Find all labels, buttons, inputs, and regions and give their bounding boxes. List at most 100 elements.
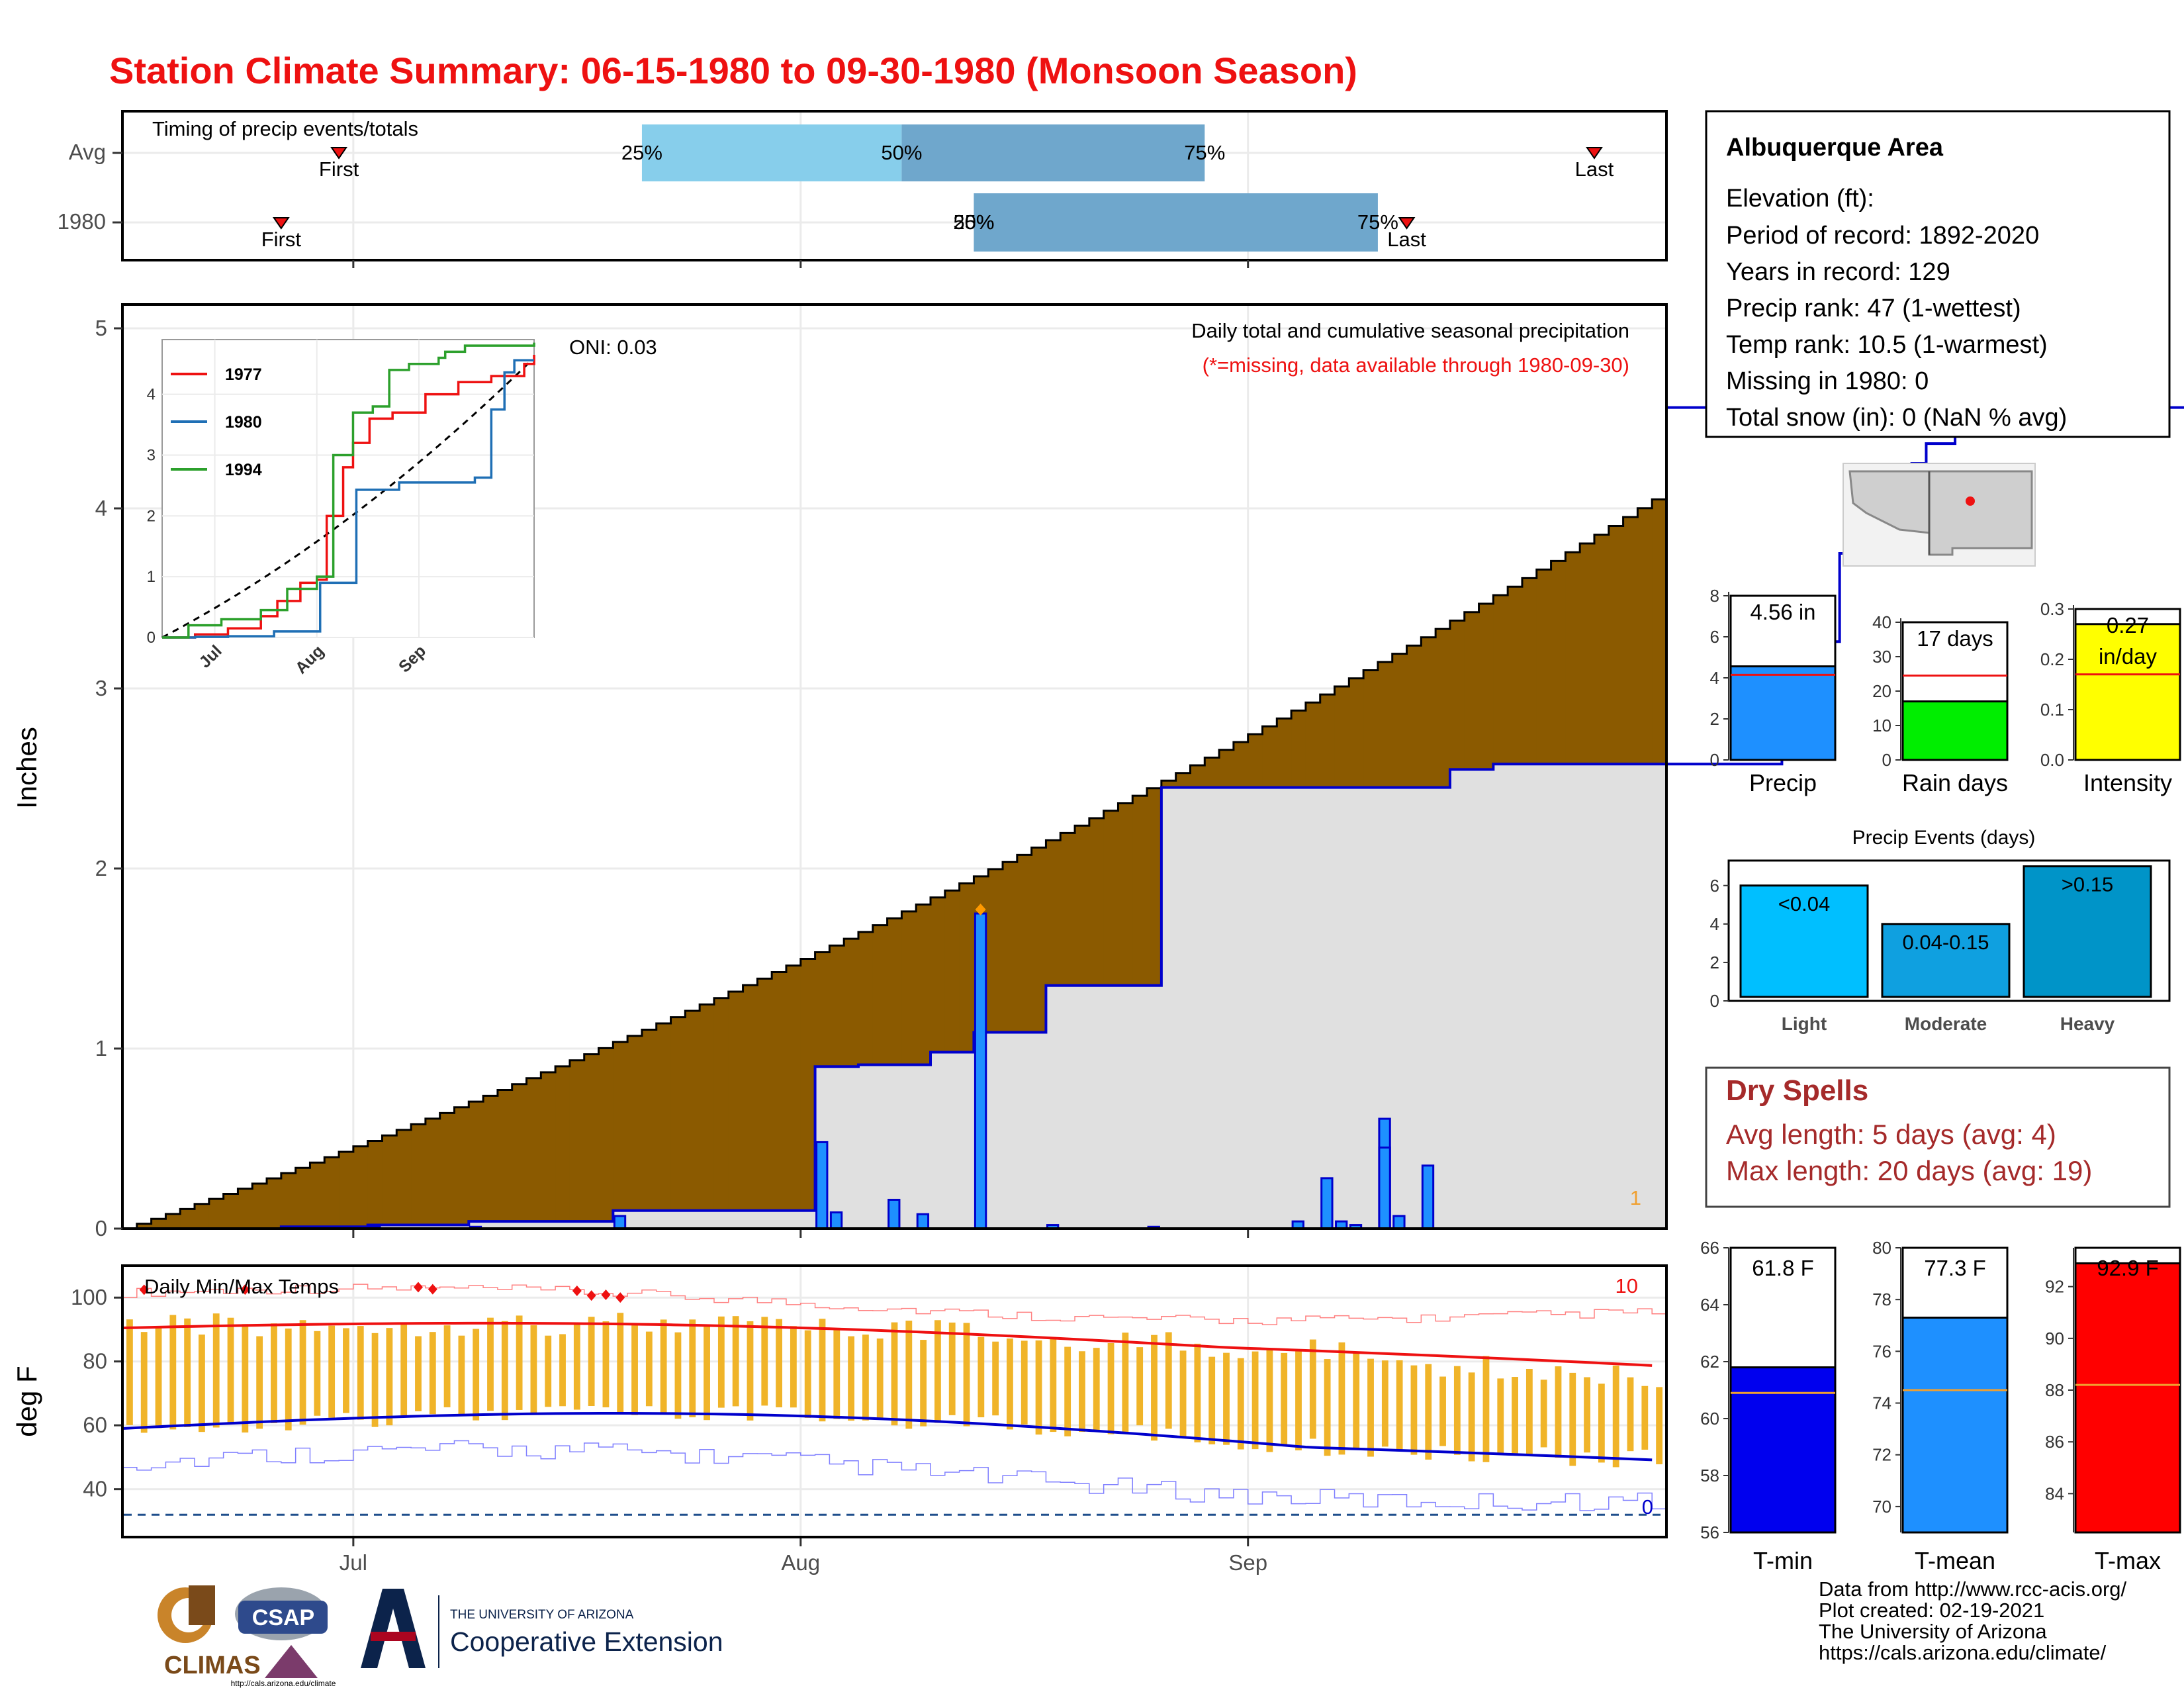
footer-line-2: Plot created: 02-19-2021 — [1819, 1599, 2045, 1622]
deficit-area-step — [1147, 788, 1162, 986]
temp-y-tick-label: 60 — [83, 1413, 107, 1437]
deficit-area-step — [497, 1090, 513, 1222]
daily-temp-bar — [1584, 1377, 1590, 1453]
daily-temp-bar — [1007, 1338, 1013, 1430]
deficit-area-step — [700, 1004, 715, 1211]
dry-spells-box: Dry Spells Avg length: 5 days (avg: 4) M… — [1705, 1066, 2171, 1208]
inset-legend-label: 1994 — [225, 461, 262, 479]
mini-temp-axis-tick-label: 72 — [1872, 1445, 1891, 1465]
daily-temp-bar — [1266, 1349, 1273, 1452]
deficit-area-step — [1219, 749, 1234, 788]
deficit-area-step — [281, 1173, 296, 1227]
daily-temp-bar — [1396, 1360, 1403, 1452]
deficit-area-step — [713, 998, 729, 1211]
deficit-area-step — [743, 985, 758, 1211]
daily-temp-bar — [443, 1325, 451, 1407]
daily-temp-bar — [371, 1333, 379, 1427]
deficit-area-step — [844, 939, 859, 1067]
daily-temp-bar — [689, 1319, 696, 1418]
deficit-area-step — [569, 1060, 585, 1222]
mini-axis-tick-label: 0 — [1710, 750, 1719, 770]
footer-line-1: Data from http://www.rcc-acis.org/ — [1819, 1577, 2127, 1601]
events-bar-tag: >0.15 — [2062, 873, 2113, 896]
deficit-area-step — [1132, 796, 1148, 986]
timing-caption: Timing of precip events/totals — [152, 117, 418, 140]
daily-temp-bar — [184, 1318, 191, 1428]
mini-axis-tick-label: 0.1 — [2040, 700, 2064, 720]
deficit-area-step — [1637, 508, 1653, 765]
daily-temp-bar — [1482, 1356, 1490, 1462]
deficit-area-step — [208, 1199, 224, 1229]
daily-temp-bar — [1439, 1376, 1446, 1446]
temp-caption: Daily Min/Max Temps — [144, 1275, 339, 1298]
daily-temp-bar — [1309, 1339, 1316, 1439]
daily-temp-bar — [1598, 1383, 1605, 1463]
deficit-area-step — [772, 972, 787, 1211]
deficit-area-step — [1464, 612, 1480, 770]
daily-temp-bar — [1512, 1377, 1518, 1456]
average-cumulative-line — [122, 490, 1668, 1230]
dry-spells-frame — [1705, 1066, 2171, 1208]
deficit-area-step — [641, 1029, 657, 1211]
deficit-area-step — [627, 1035, 643, 1211]
station-precip-rank: Precip rank: 47 (1-wettest) — [1726, 295, 2021, 322]
station-name: Albuquerque Area — [1726, 134, 1944, 162]
avg-first-label: First — [319, 158, 359, 181]
deficit-area-step — [757, 978, 772, 1211]
precip-missing-note: (*=missing, data available through 1980-… — [1203, 353, 1629, 377]
daily-temp-bar — [400, 1323, 408, 1418]
inset-y-tick-label: 3 — [147, 446, 156, 464]
daily-temp-bar — [1151, 1335, 1158, 1441]
deficit-area-step — [1652, 499, 1667, 765]
station-location-dot — [1966, 496, 1975, 506]
deficit-area-step — [1435, 629, 1451, 788]
inset-frame — [161, 339, 535, 638]
deficit-area-step — [584, 1054, 600, 1222]
mini-bar-label: Rain days — [1902, 769, 2008, 796]
daily-temp-bar — [645, 1331, 653, 1407]
daily-temp-bar — [704, 1325, 710, 1421]
timing-row-avg: Avg — [69, 140, 106, 164]
mini-bar-value: 4.56 in — [1750, 600, 1815, 624]
temp-y-label: deg F — [11, 1366, 42, 1436]
mini-temp-axis-tick-label: 62 — [1700, 1352, 1719, 1372]
events-bar-tag: <0.04 — [1778, 892, 1830, 915]
record-max-line — [122, 1284, 1666, 1325]
temp-x-tick-label: Jul — [340, 1550, 367, 1575]
below-normal-area — [122, 764, 1666, 1229]
daily-precip-bar — [613, 1215, 627, 1230]
deficit-area-step — [1305, 702, 1321, 788]
daily-temp-bar — [501, 1321, 508, 1421]
mini-temp-label: T-min — [1753, 1547, 1813, 1574]
deficit-area-step — [1291, 710, 1306, 788]
daily-temp-bar — [761, 1317, 768, 1406]
precip-y-tick-label: 0 — [95, 1216, 107, 1241]
deficit-area-step — [1493, 595, 1508, 765]
daily-temp-bar — [1050, 1337, 1057, 1432]
deficit-area-step — [267, 1178, 282, 1229]
ua-small-text: THE UNIVERSITY OF ARIZONA — [450, 1608, 634, 1622]
deficit-area-step — [1205, 757, 1220, 788]
deficit-area-step — [382, 1135, 397, 1225]
mini-bar-value: 17 days — [1917, 626, 1993, 651]
daily-temp-bar — [343, 1328, 349, 1413]
events-bar-light — [1739, 884, 1869, 998]
oni-value: ONI: 0.03 — [569, 336, 657, 359]
mini-axis-tick-label: 2 — [1710, 709, 1719, 729]
mini-bar-label: Precip — [1749, 769, 1817, 796]
deficit-area-step — [1565, 552, 1580, 765]
daily-precip-bar — [916, 1213, 930, 1230]
1980-last-marker — [1398, 217, 1416, 230]
1980-p50-label: 50% — [953, 211, 994, 234]
mini-axis-tick-label: 6 — [1710, 627, 1719, 647]
daily-temp-bar — [891, 1322, 898, 1426]
deficit-area-step — [1046, 840, 1061, 986]
daily-temp-bar — [271, 1323, 277, 1423]
mini-axis-tick-label: 30 — [1872, 647, 1891, 667]
daily-temp-bar — [1079, 1351, 1085, 1432]
daily-temp-bar — [948, 1322, 956, 1415]
csap-badge — [238, 1601, 328, 1634]
events-bar-label: Moderate — [1905, 1013, 1987, 1034]
deficit-area-step — [815, 952, 830, 1067]
station-info: Albuquerque Area Elevation (ft): Period … — [1705, 110, 2171, 438]
